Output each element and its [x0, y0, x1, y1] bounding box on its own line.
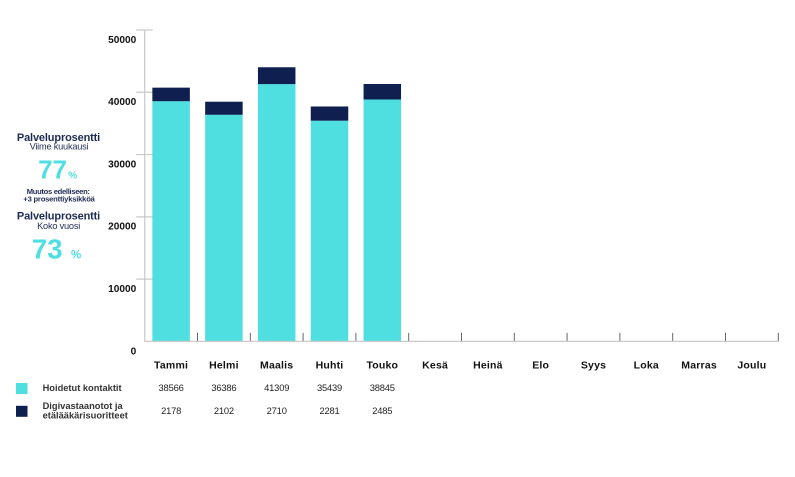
svg-text:Hoidetut kontaktit: Hoidetut kontaktit [43, 383, 122, 393]
svg-text:50000: 50000 [108, 35, 136, 46]
svg-text:41309: 41309 [264, 382, 289, 393]
svg-text:36386: 36386 [211, 382, 236, 393]
svg-text:etälääkärisuoritteet: etälääkärisuoritteet [43, 411, 128, 421]
svg-text:Heinä: Heinä [473, 360, 503, 372]
svg-text:Digivastaanotot ja: Digivastaanotot ja [43, 401, 124, 411]
svg-text:%: % [71, 250, 81, 262]
svg-text:Loka: Loka [634, 360, 659, 372]
svg-text:Palveluprosentti: Palveluprosentti [17, 210, 100, 222]
svg-text:2281: 2281 [319, 405, 339, 416]
svg-text:Palveluprosentti: Palveluprosentti [17, 132, 100, 144]
svg-text:Tammi: Tammi [154, 360, 188, 372]
svg-text:30000: 30000 [108, 159, 136, 170]
svg-text:Joulu: Joulu [737, 360, 766, 372]
svg-text:%: % [68, 171, 77, 182]
svg-text:2710: 2710 [267, 405, 287, 416]
svg-text:Syys: Syys [581, 360, 606, 372]
svg-text:2178: 2178 [161, 405, 181, 416]
svg-text:+3 prosenttiyksikköä: +3 prosenttiyksikköä [23, 194, 95, 203]
svg-text:10000: 10000 [108, 284, 136, 295]
svg-text:77: 77 [38, 155, 67, 185]
svg-text:38845: 38845 [370, 382, 395, 393]
svg-text:Huhti: Huhti [316, 360, 344, 372]
svg-text:0: 0 [131, 346, 137, 357]
svg-text:Elo: Elo [532, 360, 549, 372]
svg-text:Koko vuosi: Koko vuosi [37, 221, 80, 231]
svg-text:Touko: Touko [366, 360, 398, 372]
svg-text:Helmi: Helmi [209, 360, 239, 372]
svg-text:Viime kuukausi: Viime kuukausi [30, 142, 89, 152]
svg-text:35439: 35439 [317, 382, 342, 393]
svg-text:Kesä: Kesä [422, 360, 448, 372]
svg-text:73: 73 [32, 234, 63, 265]
svg-text:Maalis: Maalis [260, 360, 293, 372]
svg-text:Muutos edelliseen:: Muutos edelliseen: [27, 187, 90, 196]
svg-text:38566: 38566 [159, 382, 184, 393]
svg-text:2102: 2102 [214, 405, 234, 416]
svg-text:Marras: Marras [681, 360, 717, 372]
svg-text:2485: 2485 [372, 405, 392, 416]
svg-text:20000: 20000 [108, 222, 136, 233]
svg-text:40000: 40000 [108, 97, 136, 108]
